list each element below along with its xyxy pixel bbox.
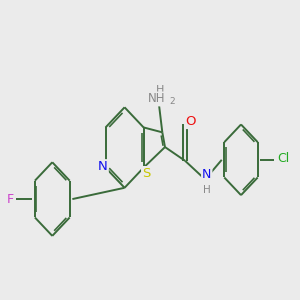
Text: 2: 2 bbox=[169, 97, 175, 106]
Text: O: O bbox=[186, 115, 196, 128]
Text: NH: NH bbox=[148, 92, 166, 106]
Text: N: N bbox=[202, 168, 212, 181]
Text: Cl: Cl bbox=[277, 152, 289, 165]
Text: F: F bbox=[7, 193, 14, 206]
Text: N: N bbox=[98, 160, 108, 173]
Text: S: S bbox=[142, 167, 150, 180]
Text: H: H bbox=[203, 185, 211, 195]
Text: H: H bbox=[156, 85, 165, 95]
